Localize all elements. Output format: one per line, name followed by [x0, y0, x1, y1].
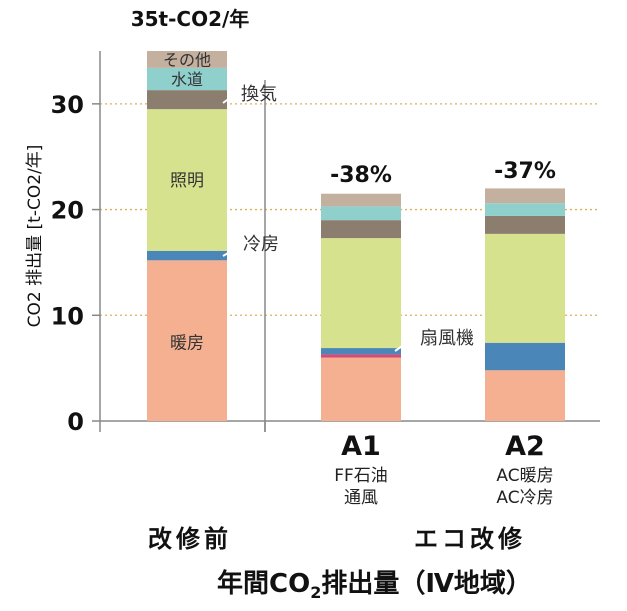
inline-label-その他: その他: [163, 50, 211, 69]
category-sub2-A1: 通風: [344, 488, 378, 508]
title-part-rest: 排出量（Ⅳ地域）: [321, 569, 532, 599]
bar-1-冷房: [147, 250, 227, 261]
y-tick-label-20: 20: [51, 197, 84, 225]
bar-top-label-3: -37%: [494, 159, 556, 184]
category-label-A1: A1: [341, 431, 381, 462]
bar-2-暖房: [321, 357, 401, 421]
bar-1-水道: [147, 67, 227, 91]
bar-2-扇風機: [321, 354, 401, 358]
y-axis-label: CO2 排出量 [t-CO2/年]: [25, 145, 45, 328]
bar-1-暖房: [147, 260, 227, 421]
bar-3-換気: [485, 215, 565, 234]
title-part-main: 年間CO: [217, 568, 310, 599]
bar-1-換気: [147, 90, 227, 110]
inline-label-暖房: 暖房: [170, 334, 204, 354]
bar-2-冷房: [321, 348, 401, 355]
callout-line-fan: [394, 341, 409, 352]
y-tick-label-0: 0: [67, 408, 84, 436]
bar-3-照明: [485, 233, 565, 343]
category-sub1-A2: AC暖房: [496, 466, 553, 486]
group-label-eco: エコ改修: [414, 525, 526, 553]
title-part-subscript: 2: [310, 583, 321, 602]
bar-1-照明: [147, 109, 227, 251]
category-sub2-A2: AC冷房: [496, 488, 553, 508]
bar-3-水道: [485, 203, 565, 216]
bar-top-label-2: -38%: [330, 163, 392, 188]
bar-1-その他: [147, 51, 227, 68]
callout-label-vent: 換気: [241, 84, 277, 105]
callout-label-fan: 扇風機: [420, 328, 474, 349]
bar-2-照明: [321, 238, 401, 349]
y-tick-label-30: 30: [51, 91, 84, 119]
y-tick-label-10: 10: [51, 302, 84, 330]
callout-label-cooling: 冷房: [243, 234, 279, 255]
bar-3-その他: [485, 188, 565, 204]
bar-2-水道: [321, 206, 401, 221]
inline-label-水道: 水道: [171, 70, 203, 89]
bar-top-label-1: 35t-CO2/年: [131, 7, 250, 31]
group-label-before: 改修前: [148, 525, 232, 553]
category-sub1-A1: FF石油: [334, 466, 388, 486]
callout-line-cooling: [222, 245, 241, 257]
inline-label-照明: 照明: [170, 171, 204, 191]
category-label-A2: A2: [505, 431, 545, 462]
bars: [147, 51, 565, 421]
bar-3-暖房: [485, 370, 565, 421]
chart-title-text: 年間CO2排出量（Ⅳ地域）: [217, 568, 532, 602]
bar-2-換気: [321, 220, 401, 239]
chart-title: 年間CO2排出量（Ⅳ地域）: [217, 568, 532, 602]
callout-line-vent: [222, 91, 239, 104]
bar-3-冷房: [485, 342, 565, 371]
bar-2-その他: [321, 193, 401, 207]
